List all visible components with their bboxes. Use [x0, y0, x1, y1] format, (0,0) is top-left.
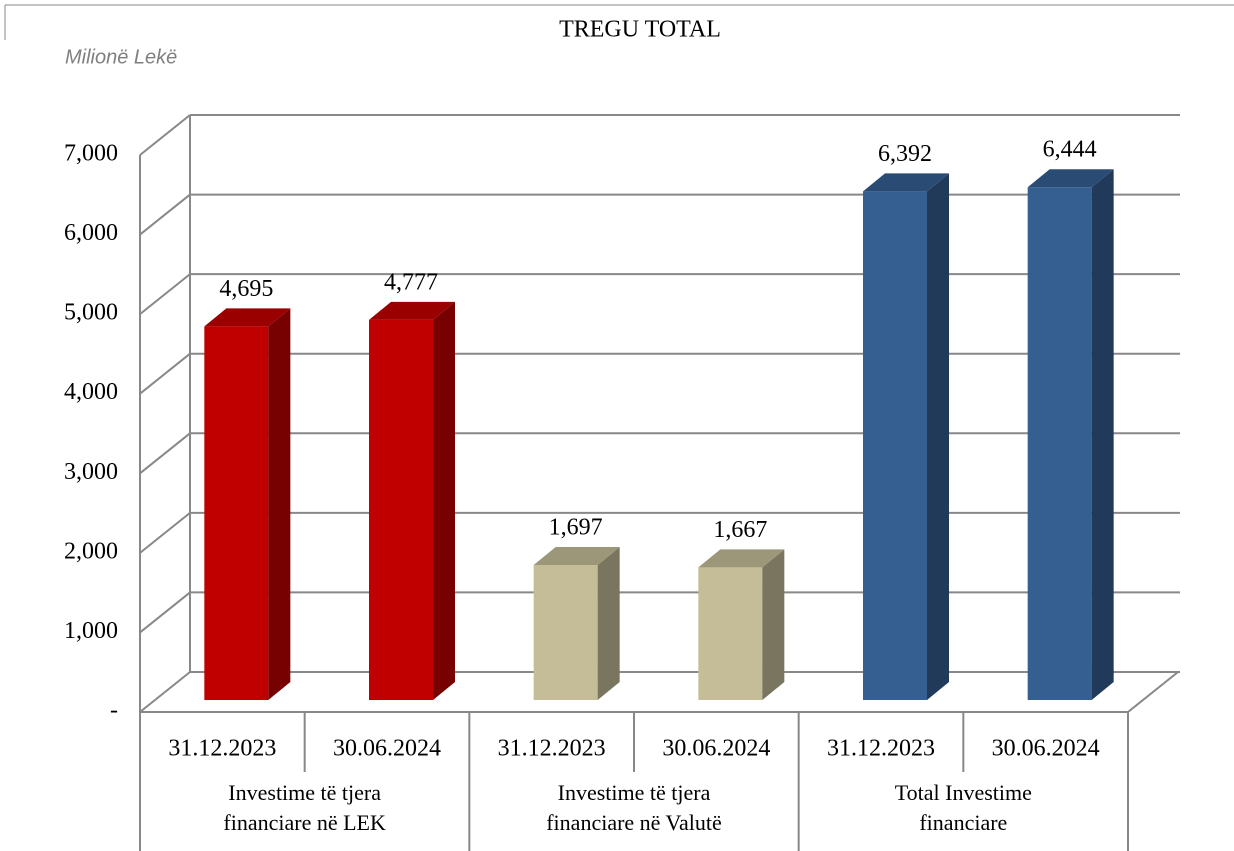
y-tick-label: 3,000 — [64, 459, 118, 485]
bar-side — [268, 308, 291, 700]
group-label: Investime të tjera financiare në LEK — [223, 780, 386, 835]
grid-line-side — [139, 432, 191, 475]
bar — [369, 319, 433, 700]
x-tick-label: 30.06.2024 — [992, 736, 1100, 762]
grid-line-side — [139, 193, 191, 236]
data-label: 6,392 — [878, 141, 932, 167]
data-label: 4,777 — [384, 269, 438, 295]
group-label: Investime të tjera financiare në Valutë — [546, 780, 722, 835]
data-label: 1,667 — [713, 517, 767, 543]
bar-top — [204, 308, 291, 327]
grid-line-side — [139, 512, 191, 554]
data-label: 6,444 — [1043, 137, 1097, 163]
y-tick-label: 6,000 — [64, 220, 118, 246]
y-tick-label: 2,000 — [64, 538, 118, 564]
bar — [1027, 187, 1092, 701]
data-label: 1,697 — [549, 514, 603, 540]
bar-top — [1027, 169, 1114, 188]
grid-line-side — [139, 591, 191, 634]
bar-side — [433, 301, 455, 700]
x-tick-label: 31.12.2023 — [168, 736, 276, 762]
y-axis-label: Milionë Lekë — [65, 46, 177, 68]
x-tick-label: 31.12.2023 — [498, 736, 606, 762]
x-tick-label: 31.12.2023 — [827, 736, 935, 762]
bar-side — [597, 546, 620, 700]
bar-side — [927, 173, 949, 701]
bar-top — [369, 301, 455, 320]
bar — [863, 191, 927, 700]
bar-side — [1091, 169, 1114, 701]
grid-line-side — [139, 273, 191, 315]
group-label: Total Investime financiare — [894, 780, 1032, 835]
data-label: 4,695 — [219, 276, 273, 302]
bar — [204, 326, 269, 700]
bar-top — [698, 549, 785, 568]
y-tick-label: 4,000 — [64, 379, 118, 405]
y-tick-label: 7,000 — [64, 141, 118, 167]
bar-top — [863, 173, 949, 192]
bar — [533, 564, 598, 700]
grid-line-side — [139, 352, 191, 395]
bar-side — [762, 549, 785, 700]
floor-edge — [1127, 671, 1179, 713]
bar-top — [533, 546, 620, 565]
x-tick-label: 30.06.2024 — [662, 736, 770, 762]
chart-title: TREGU TOTAL — [559, 17, 721, 43]
y-tick-label: 1,000 — [64, 618, 118, 644]
bar — [698, 567, 763, 700]
y-tick-label: - — [110, 698, 118, 724]
y-tick-label: 5,000 — [64, 300, 118, 326]
x-tick-label: 30.06.2024 — [333, 736, 441, 762]
grid-line-side — [139, 114, 191, 156]
grid-line-side — [139, 671, 191, 713]
